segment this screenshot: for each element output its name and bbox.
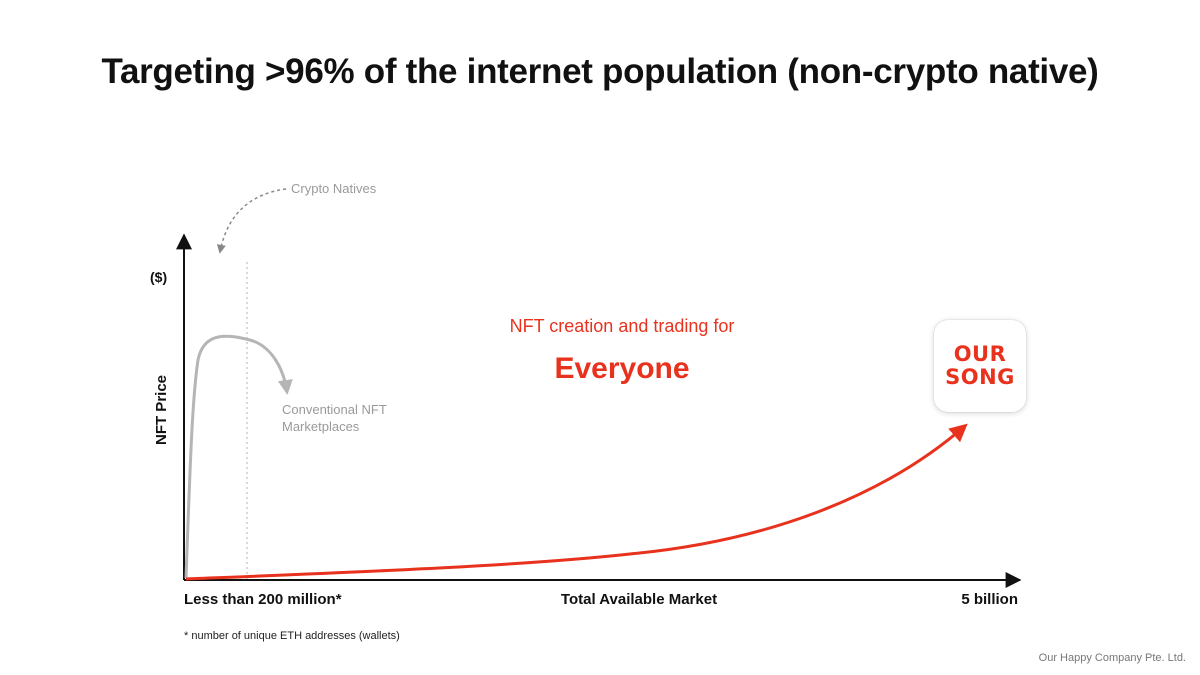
logo-line1: OUR xyxy=(953,342,1007,366)
x-axis-center-label: Total Available Market xyxy=(561,591,717,608)
company-credit: Our Happy Company Pte. Ltd. xyxy=(1038,652,1186,664)
our-song-logo: OUR SONG xyxy=(934,320,1026,412)
y-axis-label: NFT Price xyxy=(153,375,170,445)
everyone-growth-curve xyxy=(185,423,968,581)
logo-line2: SONG xyxy=(945,365,1015,389)
everyone-text: Everyone xyxy=(554,352,689,385)
x-axis-left-label: Less than 200 million* xyxy=(184,591,342,608)
y-unit-label: ($) xyxy=(150,269,167,285)
conventional-label-line1: Conventional NFT xyxy=(282,402,387,417)
crypto-natives-arrow xyxy=(216,188,287,254)
conventional-label-line2: Marketplaces xyxy=(282,419,360,434)
crypto-natives-label: Crypto Natives xyxy=(291,181,377,196)
conventional-marketplace-curve xyxy=(184,334,293,579)
footnote: * number of unique ETH addresses (wallet… xyxy=(184,630,400,642)
headline-text: NFT creation and trading for xyxy=(510,316,735,336)
page-title: Targeting >96% of the internet populatio… xyxy=(101,52,1099,91)
x-axis-right-label: 5 billion xyxy=(961,591,1018,608)
